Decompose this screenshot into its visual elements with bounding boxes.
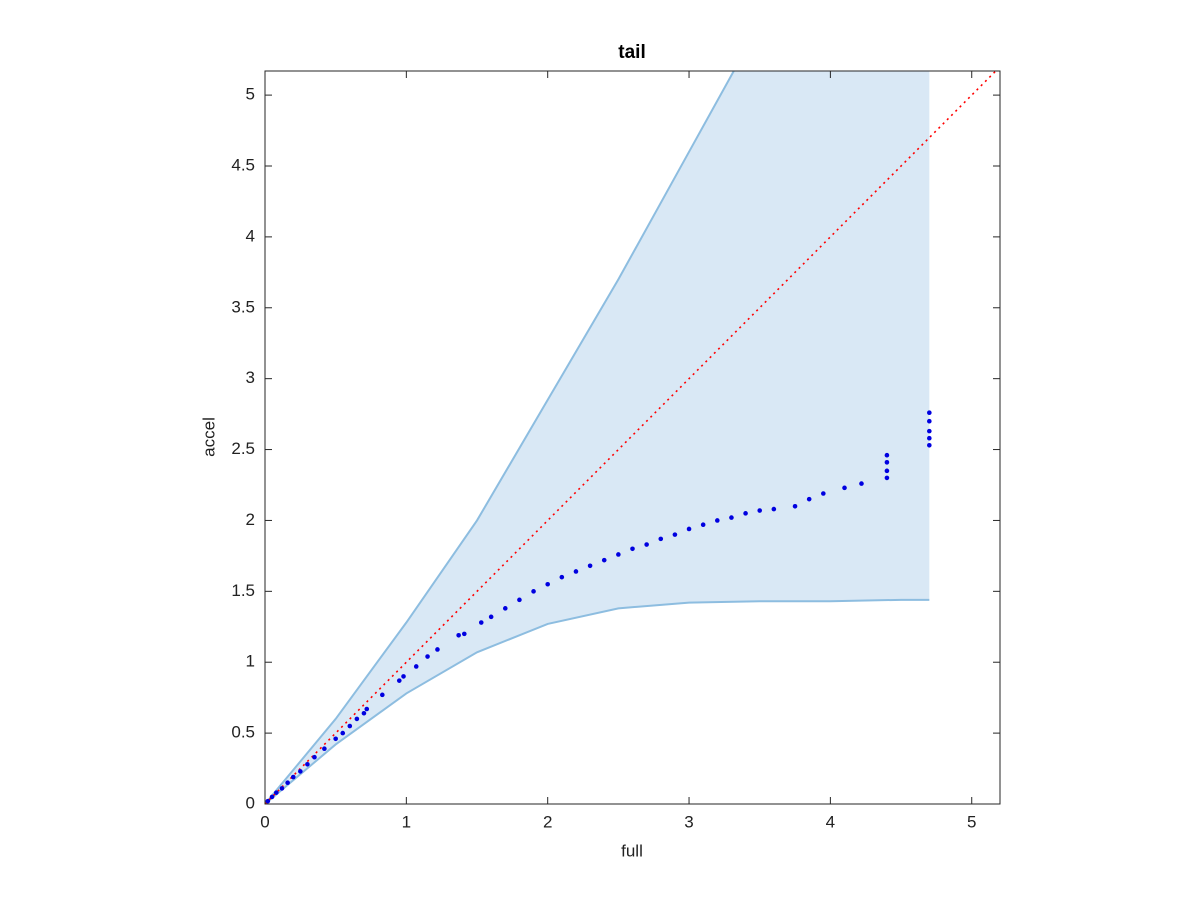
y-tick-label: 2.5 xyxy=(231,439,255,458)
point xyxy=(312,754,317,760)
point xyxy=(821,491,826,496)
point xyxy=(601,557,607,563)
point xyxy=(478,620,484,625)
point xyxy=(729,515,734,520)
point xyxy=(380,692,385,698)
x-tick-label: 0 xyxy=(260,812,269,831)
y-tick-label: 1.5 xyxy=(231,581,255,600)
plot-area xyxy=(265,71,997,804)
point xyxy=(285,780,290,786)
point xyxy=(743,511,748,516)
point xyxy=(927,435,932,441)
point xyxy=(884,460,890,465)
x-tick-label: 3 xyxy=(684,812,693,831)
point xyxy=(279,786,285,791)
point xyxy=(517,597,522,603)
point xyxy=(361,710,367,716)
y-tick-label: 2 xyxy=(246,510,255,529)
point xyxy=(488,614,494,620)
point xyxy=(396,678,402,683)
point xyxy=(884,468,890,474)
point xyxy=(616,552,621,557)
y-tick-label: 3 xyxy=(246,368,255,387)
x-tick-label: 5 xyxy=(967,812,976,831)
point xyxy=(298,769,303,774)
band-upper-line xyxy=(265,71,735,804)
point xyxy=(630,546,635,552)
point xyxy=(672,532,678,537)
y-tick-label: 4.5 xyxy=(231,155,255,174)
y-tick-label: 4 xyxy=(246,226,255,245)
point xyxy=(347,723,353,729)
point xyxy=(559,574,565,580)
point xyxy=(413,664,419,669)
point xyxy=(806,496,812,502)
point xyxy=(757,508,763,513)
point xyxy=(333,736,338,742)
point xyxy=(425,654,430,659)
point xyxy=(274,790,279,795)
axes-box xyxy=(264,70,1001,805)
confidence-band xyxy=(265,71,930,804)
point xyxy=(792,503,798,509)
point xyxy=(435,647,440,652)
point xyxy=(461,631,467,637)
point xyxy=(364,706,370,712)
point xyxy=(265,798,271,804)
point xyxy=(322,746,327,752)
point xyxy=(456,632,461,638)
point xyxy=(340,730,346,736)
point xyxy=(771,506,777,512)
x-tick-label: 1 xyxy=(402,812,411,831)
point xyxy=(859,481,864,486)
band-lower-line xyxy=(265,598,930,804)
y-tick-label: 0 xyxy=(246,793,255,812)
point xyxy=(290,774,296,780)
point xyxy=(573,569,579,574)
point xyxy=(401,674,406,679)
point xyxy=(502,606,508,611)
point xyxy=(715,518,720,523)
x-tick-label: 4 xyxy=(826,812,835,831)
y-tick-label: 0.5 xyxy=(231,723,255,742)
point xyxy=(927,418,932,424)
point xyxy=(545,581,550,587)
point xyxy=(658,536,664,542)
point xyxy=(884,452,890,458)
chart-title: tail xyxy=(618,42,645,63)
point xyxy=(305,762,310,767)
point xyxy=(700,522,706,527)
point xyxy=(884,475,890,481)
point xyxy=(842,485,847,491)
point xyxy=(927,428,932,434)
y-tick-label: 5 xyxy=(246,85,255,104)
point xyxy=(644,542,649,547)
point xyxy=(587,563,593,569)
point xyxy=(269,794,275,800)
point xyxy=(531,589,536,594)
y-tick-label: 3.5 xyxy=(231,297,255,316)
y-axis-label: accel xyxy=(199,417,218,457)
point xyxy=(686,526,692,532)
x-axis-label: full xyxy=(621,841,643,860)
x-tick-label: 2 xyxy=(543,812,552,831)
point xyxy=(354,716,360,722)
point xyxy=(927,442,932,448)
point xyxy=(927,410,932,415)
y-tick-label: 1 xyxy=(246,652,255,671)
